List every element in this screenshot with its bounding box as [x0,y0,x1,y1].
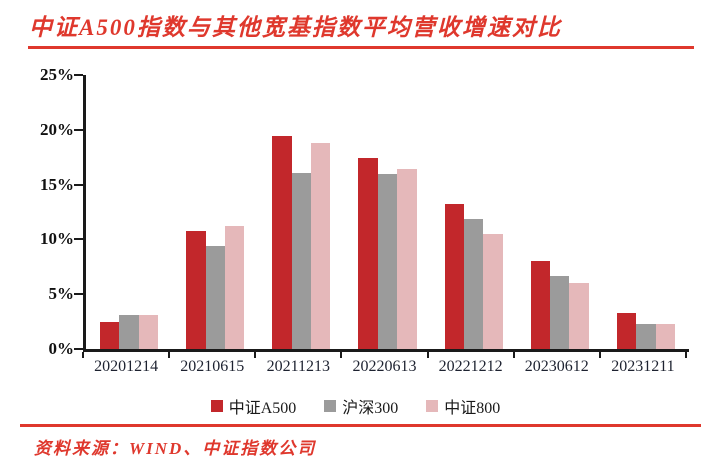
bar-中证800-20220613 [397,169,417,349]
legend-item-中证A500: 中证A500 [210,394,297,418]
title-divider-line [28,46,694,49]
y-tick-mark [74,128,83,131]
x-tick-mark [512,352,515,358]
x-tick-label: 20201214 [94,358,159,375]
plot-area [83,75,689,352]
chart-legend: 中证A500 沪深300 中证800 [0,394,711,418]
x-tick-label: 20220613 [352,358,417,375]
bar-中证A500-20231211 [616,312,637,349]
x-tick-mark [254,352,257,358]
bar-中证800-20221212 [483,233,503,349]
bar-沪深300-20231211 [636,323,656,349]
legend-swatch-icon [324,400,337,412]
data-source-note: 资料来源：WIND、中证指数公司 [34,439,317,458]
y-tick-label: 5% [48,284,75,304]
x-tick-mark [426,352,429,358]
x-tick-label: 20210615 [180,358,245,375]
bar-沪深300-20211213 [291,172,312,349]
bar-中证A500-20220613 [358,158,378,349]
legend-item-沪深300: 沪深300 [324,394,398,418]
legend-swatch-icon [426,400,439,412]
footer-divider-line [20,424,701,427]
bar-沪深300-20221212 [463,218,484,349]
legend-label: 中证A500 [228,400,297,417]
legend-swatch-icon [210,400,223,412]
bar-沪深300-20210615 [205,245,225,349]
bar-中证A500-20221212 [444,204,464,349]
chart-title: 中证A500指数与其他宽基指数平均营收增速对比 [29,15,562,40]
y-tick-label: 10% [40,229,74,249]
y-tick-label: 15% [40,174,74,194]
bar-中证A500-20201214 [99,321,120,349]
legend-label: 中证800 [444,400,501,417]
x-tick-label: 20221212 [438,358,503,375]
x-tick-label: 20211213 [266,358,331,375]
bar-中证A500-20230612 [530,261,551,349]
x-tick-label: 20230612 [524,358,589,375]
y-tick-mark [74,293,83,296]
x-tick-mark [598,352,601,358]
bar-中证A500-20210615 [186,230,206,349]
bar-中证A500-20211213 [272,136,292,349]
x-tick-mark [168,352,171,358]
bar-中证800-20201214 [138,315,159,349]
y-tick-mark [74,74,83,76]
bar-沪深300-20201214 [119,315,139,349]
x-tick-mark [82,352,84,358]
y-tick-label: 20% [40,119,74,139]
bar-中证800-20210615 [224,226,245,349]
y-tick-mark [74,183,83,186]
legend-item-中证800: 中证800 [426,394,500,418]
y-tick-label: 0% [48,339,75,358]
bar-中证800-20211213 [311,142,331,349]
bar-中证800-20230612 [569,283,589,349]
x-tick-mark [340,352,343,358]
bar-沪深300-20230612 [550,275,570,349]
y-tick-mark [74,238,83,241]
bar-沪深300-20220613 [377,173,398,349]
y-tick-mark [74,348,83,350]
y-tick-label: 25% [40,65,74,84]
x-tick-label: 20231211 [611,358,675,375]
bar-中证800-20231211 [655,323,676,349]
x-tick-mark [685,352,687,358]
legend-label: 沪深300 [342,400,399,417]
